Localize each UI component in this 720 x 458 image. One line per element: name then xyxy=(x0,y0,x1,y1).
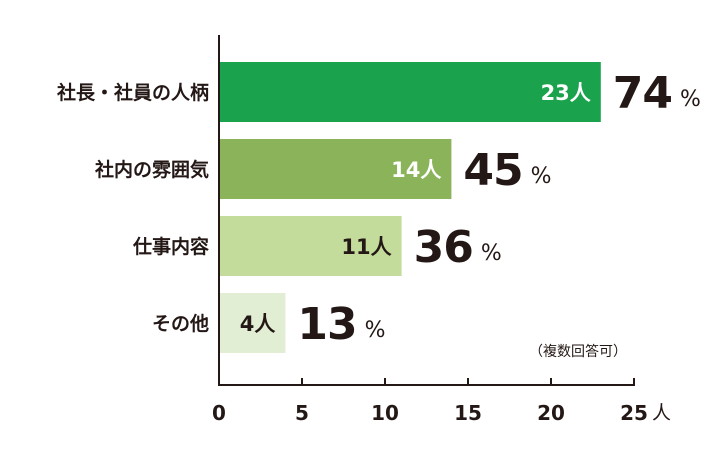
category-label-3: その他 xyxy=(152,312,209,335)
x-axis-ticks: 0 5 10 15 20 25 xyxy=(212,378,648,425)
category-label-1: 社内の雰囲気 xyxy=(94,158,209,181)
percent-sign-2: % xyxy=(481,241,502,266)
bar-2 xyxy=(219,216,402,276)
bar-value-labels: 23人 14人 11人 4人 xyxy=(240,81,591,336)
bar-value-label-3: 4人 xyxy=(240,312,276,336)
percent-labels: 74 % 45 % 36 % 13% xyxy=(297,68,701,350)
category-label-2: 仕事内容 xyxy=(132,235,209,258)
bar-value-label-1: 14人 xyxy=(391,158,441,182)
bar-1 xyxy=(219,139,452,199)
x-tick-label-4: 20 xyxy=(537,401,565,425)
x-axis-unit: 人 xyxy=(652,402,671,424)
percent-value-1: 45 xyxy=(463,145,522,196)
percent-sign-1: % xyxy=(531,164,552,189)
x-tick-label-0: 0 xyxy=(212,401,226,425)
percent-value-0: 74 xyxy=(613,68,672,119)
percent-value-2: 36 xyxy=(414,222,473,273)
x-tick-label-5: 25 xyxy=(620,401,648,425)
bars xyxy=(219,62,601,353)
x-tick-label-3: 15 xyxy=(454,401,482,425)
percent-sign-3: % xyxy=(365,318,386,343)
multiple-answers-note: （複数回答可） xyxy=(529,343,627,360)
percent-value-3: 13 xyxy=(297,299,356,350)
bar-3 xyxy=(219,293,286,353)
x-tick-label-2: 10 xyxy=(371,401,399,425)
category-label-0: 社長・社員の人柄 xyxy=(56,81,209,104)
bar-value-label-0: 23人 xyxy=(541,81,591,105)
x-tick-label-1: 5 xyxy=(295,401,309,425)
bar-0 xyxy=(219,62,601,122)
percent-sign-0: % xyxy=(680,87,701,112)
bar-value-label-2: 11人 xyxy=(341,235,391,259)
